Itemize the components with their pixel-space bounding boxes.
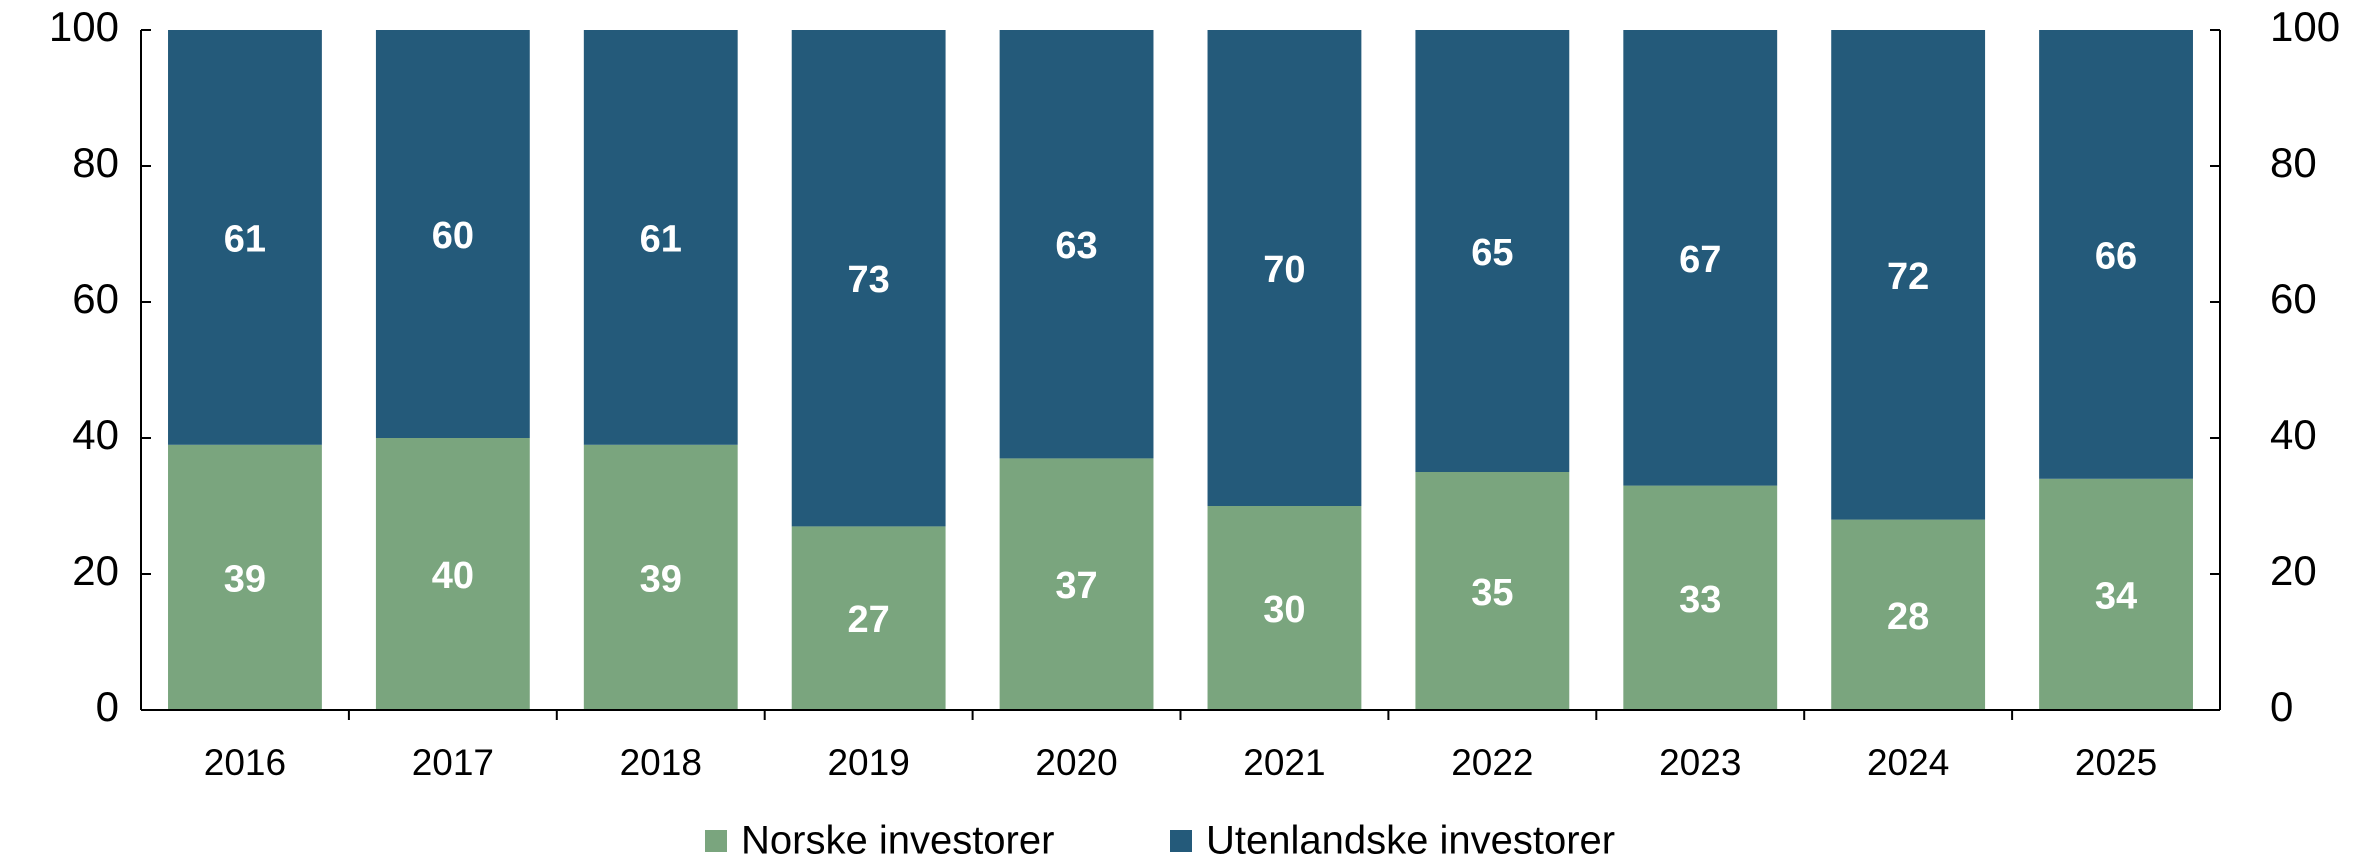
x-tick-label: 2024 <box>1867 742 1949 783</box>
data-label: 60 <box>432 215 474 257</box>
data-label: 61 <box>640 218 682 260</box>
data-label: 37 <box>1055 565 1097 607</box>
data-label: 66 <box>2095 235 2137 277</box>
data-label: 35 <box>1471 572 1513 614</box>
bar-segment <box>1831 519 1986 710</box>
bar-segment <box>791 526 946 710</box>
bar-segment <box>583 444 738 710</box>
y-tick-label: 60 <box>72 275 119 322</box>
x-tick-label: 2020 <box>1035 742 1117 783</box>
x-tick-label: 2021 <box>1243 742 1325 783</box>
y2-tick-label: 20 <box>2270 547 2317 594</box>
legend-label: Norske investorer <box>741 819 1054 862</box>
x-tick-label: 2022 <box>1451 742 1533 783</box>
y-tick-label: 0 <box>96 683 119 730</box>
bar-segment <box>375 30 530 438</box>
bar-segment <box>791 30 946 527</box>
bar-segment <box>1415 30 1570 472</box>
bar-segment <box>583 30 738 445</box>
data-label: 39 <box>640 558 682 600</box>
x-tick-label: 2025 <box>2075 742 2157 783</box>
bar-segment <box>1207 30 1362 506</box>
y2-tick-label: 0 <box>2270 683 2293 730</box>
y2-tick-label: 80 <box>2270 139 2317 186</box>
data-label: 65 <box>1471 232 1513 274</box>
y2-tick-label: 60 <box>2270 275 2317 322</box>
y2-tick-label: 100 <box>2270 3 2340 50</box>
data-label: 34 <box>2095 575 2137 617</box>
bar-segment <box>2039 30 2193 479</box>
bar-segment <box>375 438 530 710</box>
y-tick-label: 40 <box>72 411 119 458</box>
data-label: 30 <box>1263 589 1305 631</box>
x-tick-label: 2016 <box>204 742 286 783</box>
data-label: 27 <box>848 599 890 641</box>
bar-segment <box>1207 506 1362 710</box>
x-tick-label: 2017 <box>412 742 494 783</box>
legend-swatch <box>1170 830 1192 852</box>
data-label: 72 <box>1887 256 1929 298</box>
x-tick-label: 2018 <box>620 742 702 783</box>
y-tick-label: 100 <box>49 3 119 50</box>
y-tick-label: 80 <box>72 139 119 186</box>
bar-segment <box>168 444 322 710</box>
bar-segment <box>2039 478 2193 710</box>
data-label: 67 <box>1679 239 1721 281</box>
bar-segment <box>999 30 1154 459</box>
data-label: 40 <box>432 555 474 597</box>
data-label: 28 <box>1887 596 1929 638</box>
data-label: 61 <box>224 218 266 260</box>
legend-label: Utenlandske investorer <box>1206 819 1615 862</box>
data-label: 33 <box>1679 579 1721 621</box>
x-tick-label: 2023 <box>1659 742 1741 783</box>
bar-segment <box>1623 485 1778 710</box>
y2-tick-label: 40 <box>2270 411 2317 458</box>
bar-segment <box>1831 30 1986 520</box>
bar-segment <box>1415 472 1570 710</box>
data-label: 39 <box>224 558 266 600</box>
bar-segment <box>168 30 322 445</box>
bar-segment <box>999 458 1154 710</box>
data-label: 73 <box>848 259 890 301</box>
y-tick-label: 20 <box>72 547 119 594</box>
legend-swatch <box>705 830 727 852</box>
data-label: 70 <box>1263 249 1305 291</box>
data-label: 63 <box>1055 225 1097 267</box>
bar-segment <box>1623 30 1778 486</box>
x-tick-label: 2019 <box>827 742 909 783</box>
